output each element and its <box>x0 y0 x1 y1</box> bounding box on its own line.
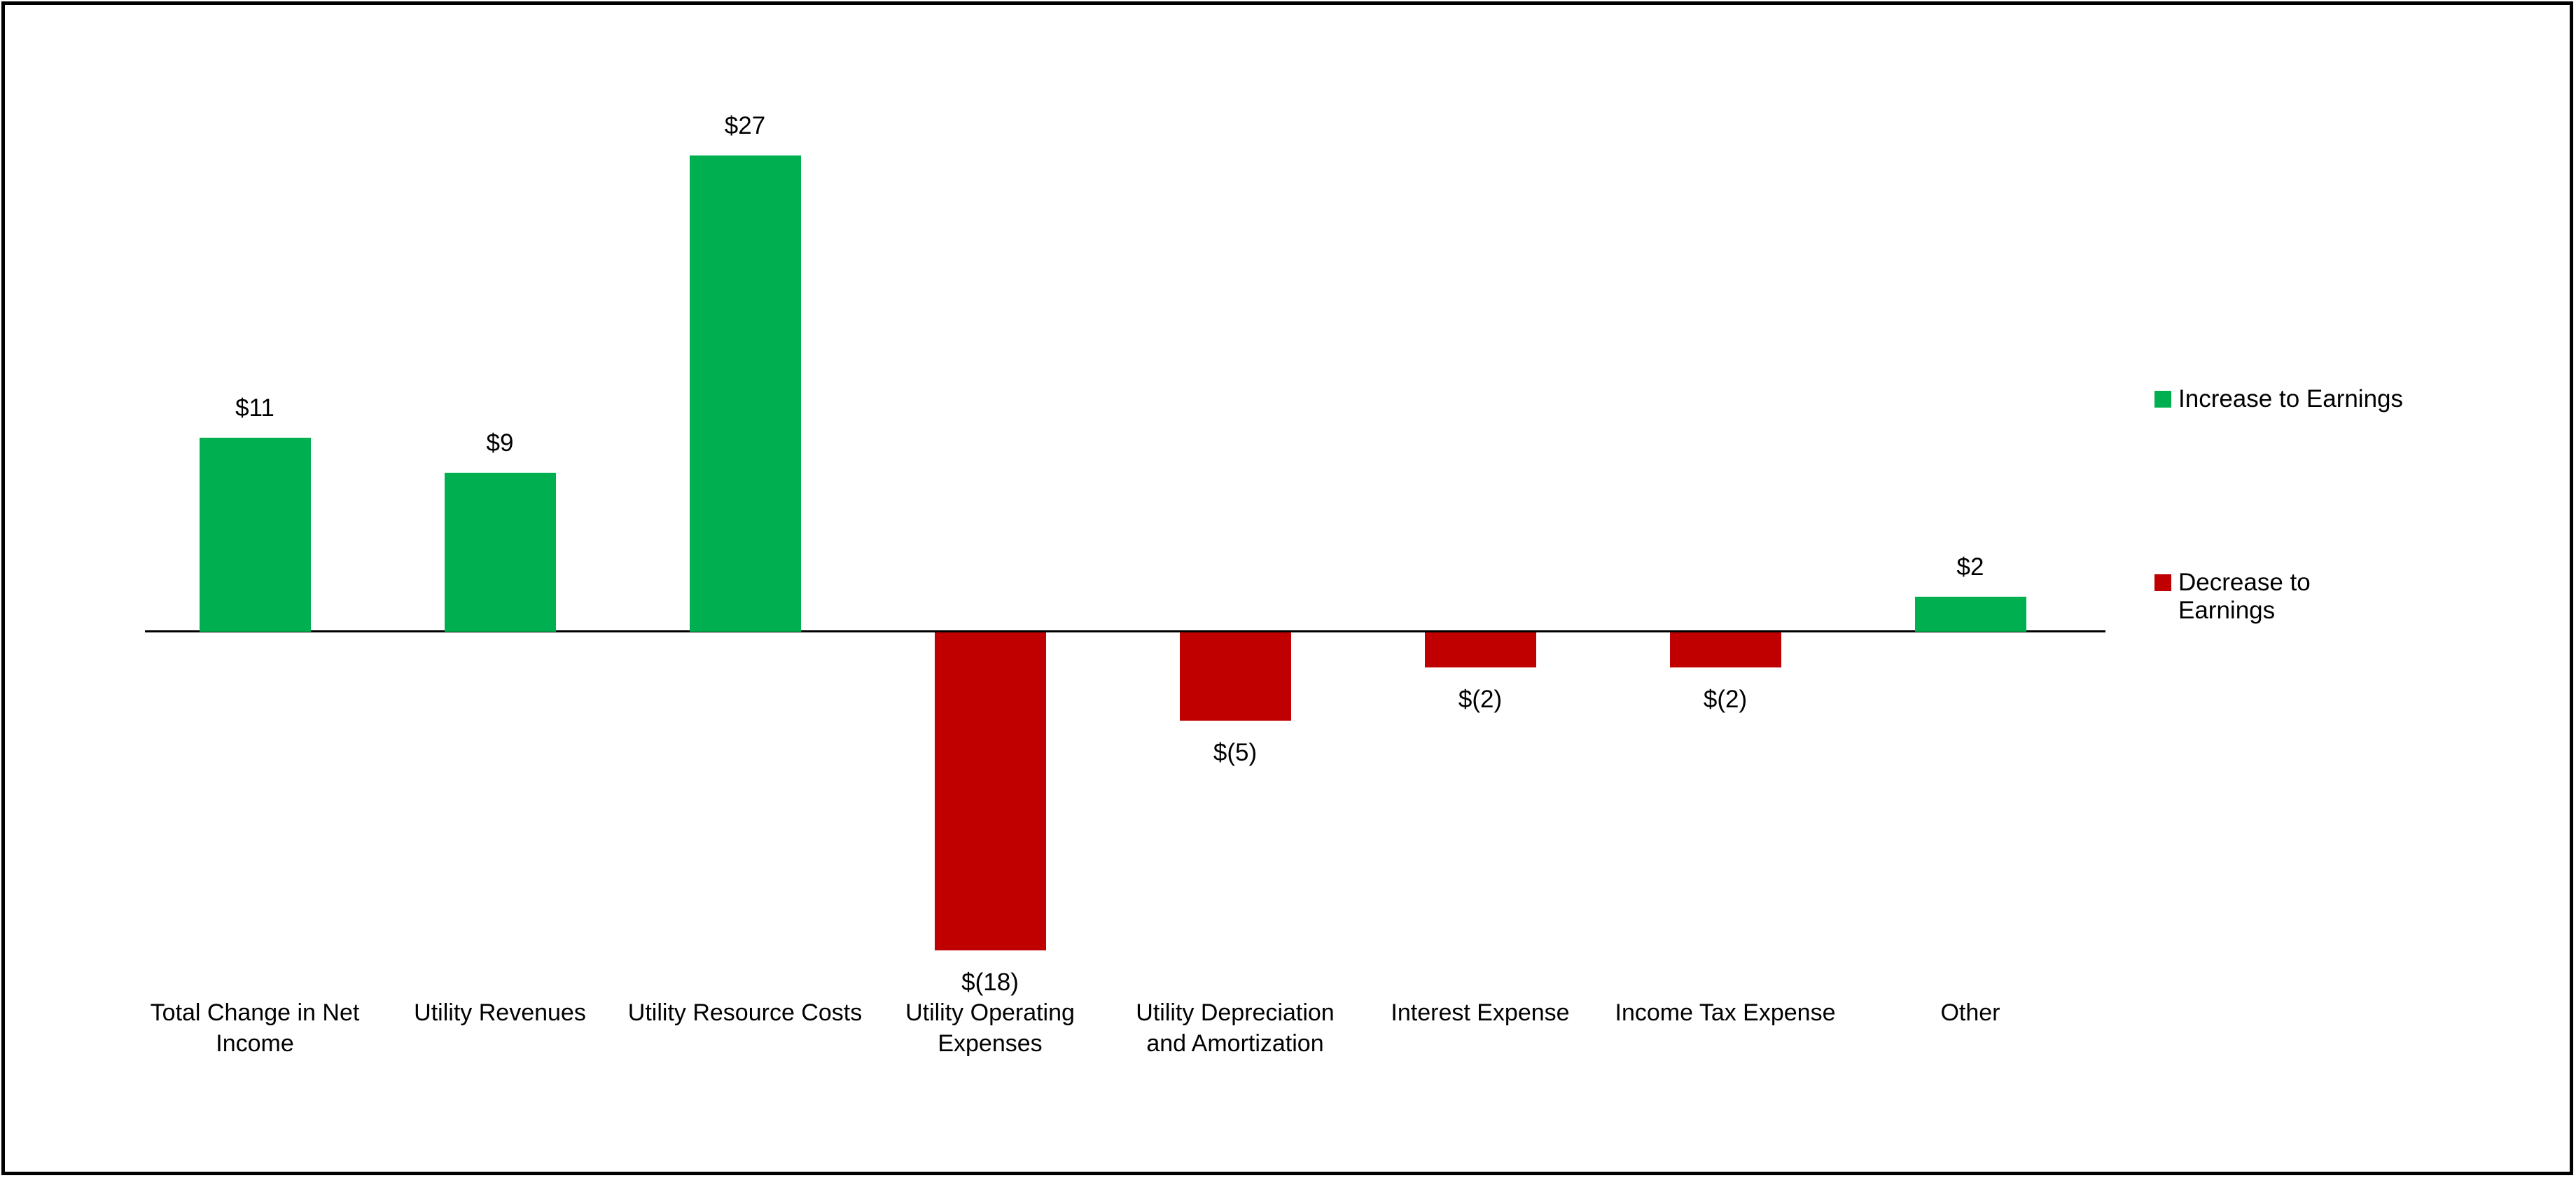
category-label-3: Utility Resource Costs <box>627 999 863 1026</box>
value-label-3: $27 <box>724 112 766 139</box>
value-label-8: $2 <box>1956 553 1984 581</box>
x-axis-line <box>145 630 2105 632</box>
value-label-4: $(18) <box>961 969 1019 996</box>
bar-2 <box>444 473 556 632</box>
bar-8 <box>1914 597 2026 632</box>
legend-swatch-decrease-icon <box>2154 574 2171 591</box>
bar-3 <box>689 155 801 632</box>
bar-1 <box>199 438 311 632</box>
legend-item-increase: Increase to Earnings <box>2154 385 2403 413</box>
bar-7 <box>1669 632 1781 667</box>
bar-5 <box>1179 632 1291 721</box>
category-label-5: Utility Depreciation and Amortization <box>1136 999 1335 1057</box>
legend-label-increase: Increase to Earnings <box>2178 385 2404 413</box>
category-label-7: Income Tax Expense <box>1615 999 1836 1026</box>
legend-item-decrease: Decrease to Earnings <box>2154 569 2343 625</box>
value-label-5: $(5) <box>1213 739 1258 766</box>
bar-6 <box>1424 632 1536 667</box>
value-label-6: $(2) <box>1458 686 1503 713</box>
category-label-4: Utility Operating Expenses <box>905 999 1075 1057</box>
category-label-1: Total Change in Net Income <box>150 999 360 1057</box>
category-label-8: Other <box>1940 999 2000 1026</box>
value-label-2: $9 <box>486 429 514 457</box>
value-label-1: $11 <box>235 394 274 422</box>
legend-swatch-increase-icon <box>2154 391 2171 408</box>
legend-label-decrease: Decrease to Earnings <box>2178 569 2311 624</box>
bar-4 <box>934 632 1046 950</box>
category-label-6: Interest Expense <box>1391 999 1570 1026</box>
category-label-2: Utility Revenues <box>414 999 586 1026</box>
value-label-7: $(2) <box>1703 686 1748 713</box>
